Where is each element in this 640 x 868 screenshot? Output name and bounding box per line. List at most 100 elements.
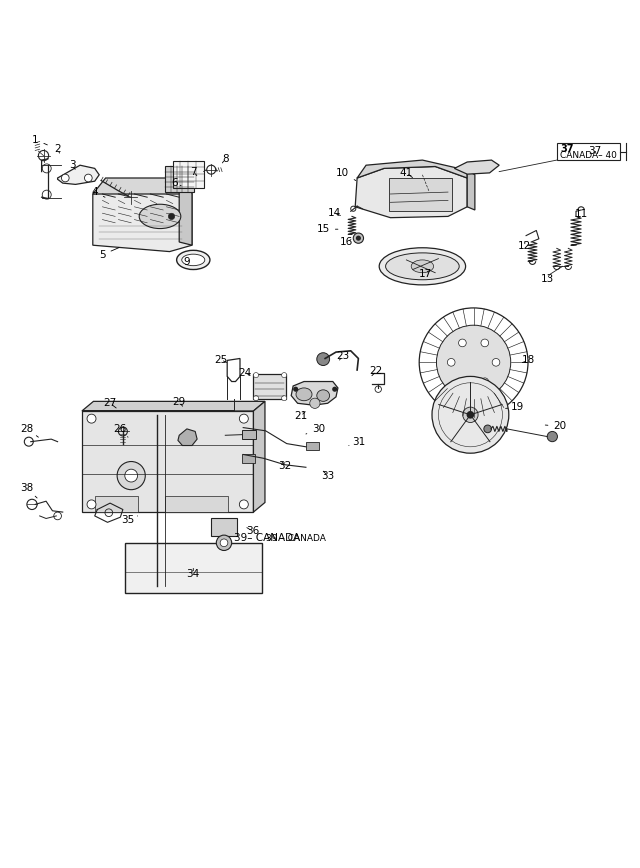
Text: 3: 3 — [69, 161, 76, 170]
Text: 10: 10 — [336, 168, 356, 181]
Text: 35: 35 — [122, 516, 138, 525]
Text: 9: 9 — [184, 258, 190, 267]
Text: 34: 34 — [187, 569, 200, 578]
Polygon shape — [179, 174, 192, 245]
Bar — [253, 374, 286, 398]
Ellipse shape — [296, 388, 312, 401]
Bar — [306, 443, 319, 450]
Circle shape — [253, 372, 259, 378]
Circle shape — [220, 539, 228, 547]
Circle shape — [282, 372, 287, 378]
Bar — [557, 143, 620, 160]
Circle shape — [484, 425, 492, 433]
Bar — [242, 454, 255, 463]
Text: 20: 20 — [545, 421, 566, 431]
Text: 16: 16 — [340, 237, 353, 247]
Text: 21: 21 — [294, 411, 307, 421]
Circle shape — [467, 411, 474, 418]
Circle shape — [458, 339, 466, 346]
Text: 26: 26 — [114, 424, 128, 437]
Circle shape — [547, 431, 557, 442]
Circle shape — [253, 396, 259, 401]
Text: 19: 19 — [506, 402, 524, 412]
Circle shape — [353, 233, 364, 243]
Circle shape — [481, 378, 489, 385]
Text: 36: 36 — [246, 526, 259, 536]
Text: 17: 17 — [419, 269, 432, 279]
Text: 18: 18 — [522, 355, 534, 365]
Text: 4: 4 — [92, 187, 105, 197]
Circle shape — [492, 358, 500, 366]
Text: 15: 15 — [317, 224, 338, 234]
Polygon shape — [355, 167, 467, 218]
Circle shape — [239, 500, 248, 509]
Text: 2: 2 — [54, 144, 61, 155]
Circle shape — [332, 386, 337, 391]
Circle shape — [168, 214, 175, 220]
Text: 32: 32 — [278, 461, 291, 471]
Text: CANADA– 40: CANADA– 40 — [560, 151, 617, 160]
Ellipse shape — [140, 204, 181, 228]
Polygon shape — [93, 178, 192, 194]
Polygon shape — [357, 160, 467, 178]
Text: 39– CANADA: 39– CANADA — [234, 533, 301, 542]
Circle shape — [447, 358, 455, 366]
Circle shape — [432, 377, 509, 453]
Text: 33: 33 — [321, 470, 334, 481]
Text: 30: 30 — [306, 424, 325, 434]
Text: 28: 28 — [20, 424, 38, 437]
Circle shape — [282, 396, 287, 401]
Ellipse shape — [177, 250, 210, 270]
Text: 38: 38 — [20, 483, 37, 498]
Bar — [173, 161, 204, 187]
Circle shape — [310, 398, 320, 409]
Circle shape — [317, 352, 330, 365]
Bar — [165, 496, 228, 512]
Bar — [242, 430, 256, 439]
Bar — [95, 496, 138, 512]
Polygon shape — [454, 160, 499, 174]
Text: 37: 37 — [560, 144, 573, 155]
Circle shape — [61, 174, 69, 181]
Text: 39 – CANADA: 39 – CANADA — [266, 535, 326, 543]
Circle shape — [356, 235, 361, 240]
Ellipse shape — [182, 254, 205, 266]
Polygon shape — [178, 429, 197, 445]
Text: 29: 29 — [173, 397, 186, 407]
Circle shape — [87, 414, 96, 423]
Polygon shape — [82, 401, 265, 411]
Circle shape — [481, 339, 489, 346]
Bar — [165, 167, 194, 192]
Text: 14: 14 — [328, 208, 340, 218]
Text: 13: 13 — [541, 274, 554, 284]
Bar — [211, 518, 237, 536]
Polygon shape — [253, 401, 265, 512]
Text: 1: 1 — [32, 135, 47, 145]
Circle shape — [84, 174, 92, 181]
Circle shape — [239, 414, 248, 423]
Polygon shape — [93, 187, 192, 252]
Text: 31: 31 — [349, 437, 365, 447]
Ellipse shape — [412, 260, 434, 273]
Circle shape — [117, 462, 145, 490]
Text: 24: 24 — [238, 367, 251, 378]
Text: 22: 22 — [370, 366, 383, 377]
Text: 11: 11 — [575, 209, 588, 220]
Bar — [125, 542, 262, 593]
Polygon shape — [467, 170, 475, 210]
Text: 5: 5 — [99, 247, 119, 260]
Text: 12: 12 — [518, 241, 531, 252]
Circle shape — [293, 386, 298, 391]
Polygon shape — [291, 382, 338, 405]
Text: 7: 7 — [191, 167, 197, 176]
Circle shape — [463, 407, 478, 423]
Ellipse shape — [385, 253, 460, 279]
Text: 27: 27 — [104, 398, 116, 408]
Ellipse shape — [317, 390, 330, 401]
Polygon shape — [58, 165, 99, 184]
Text: 25: 25 — [214, 355, 227, 365]
Ellipse shape — [380, 247, 466, 285]
Text: 23: 23 — [336, 351, 349, 361]
Circle shape — [87, 500, 96, 509]
Bar — [82, 411, 253, 512]
